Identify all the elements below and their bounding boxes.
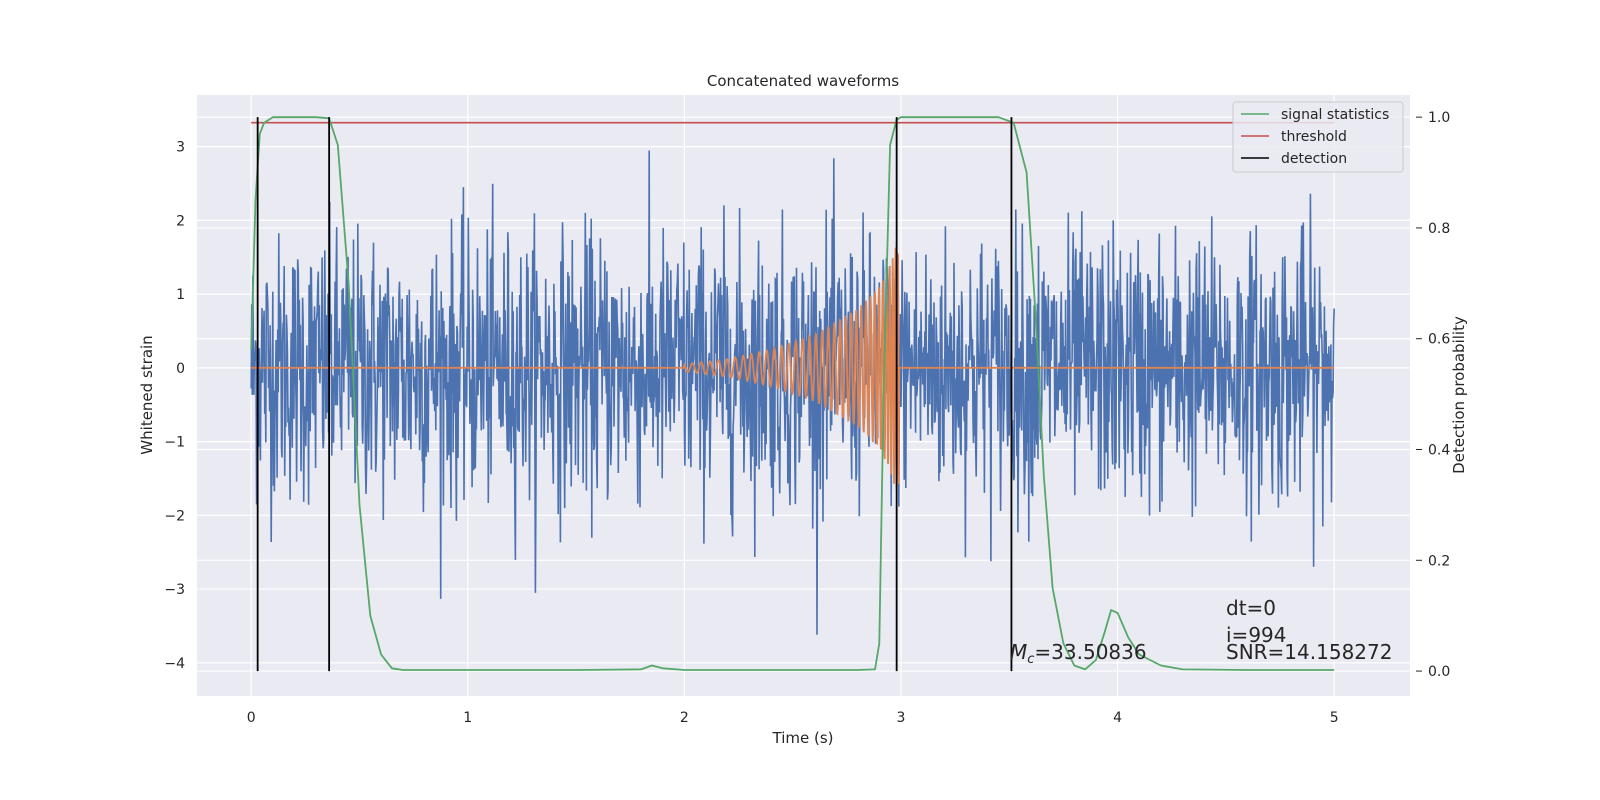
y-right-tick-label: 0.2 bbox=[1428, 553, 1450, 569]
annotation-dt: dt=0 bbox=[1226, 596, 1276, 620]
x-tick-label: 3 bbox=[897, 710, 906, 726]
x-tick-label: 4 bbox=[1113, 710, 1122, 726]
series-template bbox=[251, 247, 1335, 490]
y-tick-label: 1 bbox=[176, 287, 185, 303]
y-tick-label: −1 bbox=[164, 435, 185, 451]
annotation-snr: SNR=14.158272 bbox=[1226, 640, 1392, 664]
x-tick-label: 0 bbox=[247, 710, 256, 726]
legend-label-threshold: threshold bbox=[1281, 129, 1347, 145]
left-axis: −4 −3 −2 −1 0 1 2 3 bbox=[164, 140, 185, 672]
legend-label-signal-statistics: signal statistics bbox=[1281, 107, 1389, 123]
y-axis-label: Whitened strain bbox=[138, 335, 156, 454]
annotations: dt=0 i=994 SNR=14.158272 Mc=33.50836 bbox=[1010, 596, 1392, 667]
y-right-tick-label: 0.4 bbox=[1428, 443, 1450, 459]
legend: signal statistics threshold detection bbox=[1232, 101, 1404, 173]
x-tick-label: 5 bbox=[1330, 710, 1339, 726]
data-layer bbox=[250, 116, 1335, 672]
mc-symbol: M bbox=[1010, 640, 1027, 664]
y-right-tick-label: 0.6 bbox=[1428, 332, 1450, 348]
x-axis-label: Time (s) bbox=[772, 729, 834, 747]
mc-value: =33.50836 bbox=[1034, 640, 1146, 664]
mc-subscript: c bbox=[1027, 652, 1034, 667]
right-axis: 0.0 0.2 0.4 0.6 0.8 1.0 bbox=[1416, 110, 1450, 680]
annotation-i: i=994 bbox=[1226, 623, 1287, 647]
y-right-tick-label: 0.8 bbox=[1428, 221, 1450, 237]
y-tick-label: 3 bbox=[176, 140, 185, 156]
y-tick-label: −3 bbox=[164, 582, 185, 598]
legend-label-detection: detection bbox=[1281, 151, 1347, 167]
y-tick-label: 0 bbox=[176, 361, 185, 377]
chart-title: Concatenated waveforms bbox=[707, 72, 899, 90]
y-right-tick-label: 0.0 bbox=[1428, 664, 1450, 680]
y-axis-right-label: Detection probability bbox=[1450, 316, 1468, 474]
y-tick-label: 2 bbox=[176, 213, 185, 229]
x-tick-label: 1 bbox=[463, 710, 472, 726]
x-axis: 0 1 2 3 4 5 bbox=[247, 710, 1339, 726]
series-strain bbox=[250, 150, 1335, 635]
annotation-mc: Mc=33.50836 bbox=[1010, 640, 1147, 667]
legend-box bbox=[1232, 101, 1404, 173]
y-tick-label: −4 bbox=[164, 656, 185, 672]
y-tick-label: −2 bbox=[164, 508, 185, 524]
series-signal-statistics bbox=[250, 116, 1335, 671]
y-right-tick-label: 1.0 bbox=[1428, 110, 1450, 126]
x-tick-label: 2 bbox=[680, 710, 689, 726]
